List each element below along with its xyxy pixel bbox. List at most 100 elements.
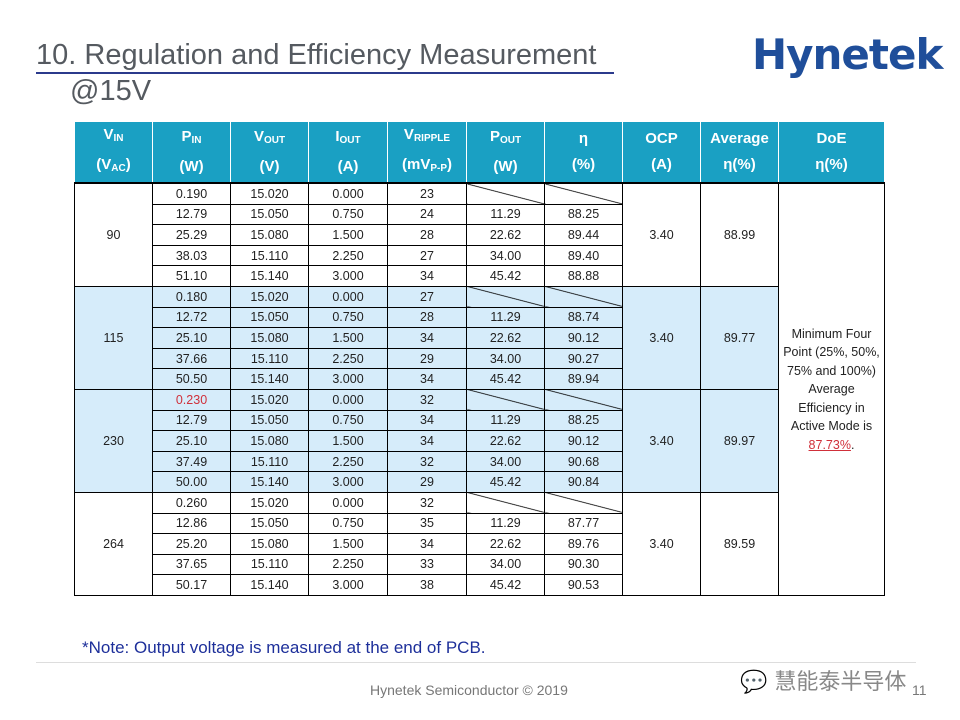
data-cell <box>466 491 545 514</box>
data-cell: 22.62 <box>466 533 545 555</box>
data-cell: 90.53 <box>544 574 623 596</box>
header-line-2: (A) <box>309 154 387 180</box>
header-unit: (V) <box>259 158 280 175</box>
header-line-1: IOUT <box>309 124 387 154</box>
data-cell: 0.190 <box>152 182 231 205</box>
data-cell: 15.020 <box>230 388 309 411</box>
data-cell: 1.500 <box>308 224 388 246</box>
data-cell: 25.10 <box>152 327 231 349</box>
data-cell: 45.42 <box>466 574 545 596</box>
header-line-1: DoE <box>779 126 884 152</box>
data-cell: 2.250 <box>308 244 388 267</box>
data-cell: 11.29 <box>466 512 545 535</box>
data-cell: 28 <box>387 224 467 246</box>
slide-subtitle: @15V <box>70 75 152 107</box>
header-unit: (%) <box>571 156 596 173</box>
table-row: 50.00 15.140 3.000 29 45.42 90.84 <box>75 471 885 493</box>
header-line-1: VOUT <box>231 124 308 154</box>
header-main: V <box>253 128 264 145</box>
ocp-cell: 3.40 <box>622 491 701 596</box>
data-cell: 27 <box>387 244 467 267</box>
header-subscript: RIPPLE <box>413 133 451 144</box>
data-cell: 34.00 <box>466 553 545 576</box>
data-cell <box>466 182 545 205</box>
header-unit: η(%) <box>815 156 848 173</box>
data-cell: 2.250 <box>308 347 388 370</box>
data-cell <box>544 285 623 308</box>
header-unit: (mV <box>401 156 431 173</box>
table-row: 50.17 15.140 3.000 38 45.42 90.53 <box>75 574 885 596</box>
data-cell: 0.000 <box>308 388 388 411</box>
data-cell: 15.110 <box>230 347 309 370</box>
data-cell: 15.110 <box>230 450 309 473</box>
page-number: 11 <box>912 682 927 698</box>
data-cell: 88.88 <box>544 265 623 287</box>
header-subscript: OUT <box>339 135 361 146</box>
data-cell <box>466 285 545 308</box>
data-cell: 22.62 <box>466 224 545 246</box>
data-cell: 15.140 <box>230 471 309 493</box>
data-cell: 0.750 <box>308 409 388 432</box>
data-cell: 29 <box>387 471 467 493</box>
average-efficiency-cell: 88.99 <box>700 182 779 287</box>
data-cell: 15.080 <box>230 533 309 555</box>
footnote: *Note: Output voltage is measured at the… <box>82 638 486 657</box>
data-cell: 29 <box>387 347 467 370</box>
data-cell: 0.750 <box>308 306 388 329</box>
header-unit-subscript: P-P <box>430 163 447 174</box>
data-cell: 11.29 <box>466 203 545 226</box>
data-cell: 45.42 <box>466 265 545 287</box>
data-cell: 87.77 <box>544 512 623 535</box>
data-cell: 34.00 <box>466 244 545 267</box>
data-cell: 15.110 <box>230 553 309 576</box>
column-header: POUT (W) <box>466 121 545 184</box>
data-cell: 15.140 <box>230 265 309 287</box>
data-cell: 15.140 <box>230 368 309 390</box>
data-cell: 15.110 <box>230 244 309 267</box>
data-cell: 15.050 <box>230 203 309 226</box>
average-efficiency-cell: 89.97 <box>700 388 779 493</box>
header-line-2: (VAC) <box>75 152 152 182</box>
data-cell: 32 <box>387 388 467 411</box>
column-header: VOUT (V) <box>230 121 309 184</box>
data-cell: 88.25 <box>544 409 623 432</box>
doe-cell: Minimum Four Point (25%, 50%, 75% and 10… <box>778 182 885 596</box>
header-main: η <box>578 130 589 147</box>
ocp-cell: 3.40 <box>622 285 701 390</box>
ocp-cell: 3.40 <box>622 182 701 287</box>
data-cell: 15.080 <box>230 224 309 246</box>
header-unit: (W) <box>493 158 518 175</box>
data-cell: 24 <box>387 203 467 226</box>
header-subscript: IN <box>191 135 202 146</box>
data-cell: 1.500 <box>308 430 388 452</box>
data-cell: 90.27 <box>544 347 623 370</box>
data-cell <box>544 491 623 514</box>
header-main: V <box>103 126 114 143</box>
header-line-2: η(%) <box>779 152 884 178</box>
data-cell: 89.76 <box>544 533 623 555</box>
header-subscript: OUT <box>499 135 522 146</box>
data-cell: 45.42 <box>466 471 545 493</box>
data-cell: 88.25 <box>544 203 623 226</box>
data-cell: 15.020 <box>230 285 309 308</box>
data-cell: 34.00 <box>466 450 545 473</box>
data-cell: 1.500 <box>308 533 388 555</box>
data-cell: 51.10 <box>152 265 231 287</box>
data-cell: 50.00 <box>152 471 231 493</box>
column-header: Average η(%) <box>700 121 779 184</box>
data-cell: 2.250 <box>308 450 388 473</box>
table-row: 230 0.230 15.020 0.000 32 3.40 89.97 <box>74 388 885 493</box>
wechat-watermark: 💬 慧能泰半导体 <box>740 664 906 696</box>
header-unit-end: ) <box>125 156 131 173</box>
vin-cell: 90 <box>74 182 153 287</box>
table-row: 50.50 15.140 3.000 34 45.42 89.94 <box>75 368 885 390</box>
table-row: 25.10 15.080 1.500 34 22.62 90.12 <box>75 430 885 452</box>
data-cell: 15.020 <box>230 491 309 514</box>
header-main: I <box>335 128 340 145</box>
data-cell: 34 <box>387 265 467 287</box>
table-row: 38.03 15.110 2.250 27 34.00 89.40 <box>75 244 885 267</box>
header-subscript: OUT <box>263 135 286 146</box>
ocp-cell: 3.40 <box>622 388 701 493</box>
title-underline <box>36 72 614 74</box>
data-cell: 0.260 <box>152 491 231 514</box>
